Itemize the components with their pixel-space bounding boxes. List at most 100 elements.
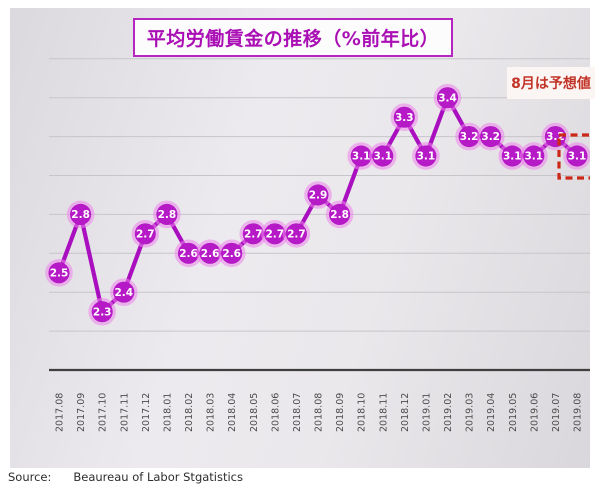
data-point-value: 2.7 [136, 228, 155, 240]
data-point-value: 3.1 [524, 151, 543, 163]
data-point-value: 2.7 [244, 228, 263, 240]
data-point [156, 203, 178, 225]
data-point-value: 2.8 [330, 209, 349, 221]
x-axis-label: 2017.11 [119, 393, 130, 432]
chart-title-box: 平均労働賃金の推移（%前年比） [133, 18, 453, 57]
data-point [393, 106, 415, 128]
data-point-value: 2.9 [309, 190, 328, 202]
x-axis-label: 2018.11 [378, 393, 389, 432]
data-point-halo [325, 200, 354, 229]
data-point [264, 223, 286, 245]
data-point [501, 145, 523, 167]
data-point-value: 2.6 [179, 248, 198, 260]
data-point [436, 87, 459, 109]
forecast-box [557, 133, 590, 180]
data-point-value: 2.3 [93, 306, 112, 318]
data-point-value: 2.6 [201, 248, 220, 260]
x-axis-label: 2018.03 [206, 393, 217, 432]
chart-panel: 2.5 2.8 2.3 2.4 2.7 2.8 2.6 2.6 2.6 2.7 2.7 2.7 2.9 2… [10, 8, 595, 468]
data-point-value: 2.6 [222, 248, 241, 260]
chart-title: 平均労働賃金の推移（%前年比） [146, 28, 440, 50]
forecast-note: 8月は予想値 [507, 67, 595, 99]
data-point-halo [304, 181, 332, 209]
source-row: Source: Beaureau of Labor Stgatistics [8, 470, 243, 484]
data-point [523, 145, 545, 167]
data-point [329, 203, 351, 225]
data-point [285, 223, 307, 245]
x-axis-label: 2019.08 [573, 393, 584, 432]
x-axis-label: 2017.08 [55, 393, 66, 432]
data-point-value: 3.1 [568, 151, 587, 163]
data-point [70, 203, 92, 225]
x-axis-label: 2018.06 [270, 393, 281, 432]
data-point-halo [541, 122, 570, 151]
data-point-value: 2.8 [158, 209, 177, 221]
forecast-note-text: 8月は予想値 [511, 76, 591, 92]
data-point-halo [476, 122, 505, 151]
x-axis-label: 2018.04 [227, 393, 238, 432]
data-point-halo [563, 142, 590, 170]
x-axis-label: 2018.09 [335, 393, 346, 432]
data-point [91, 301, 113, 323]
x-axis-label: 2018.08 [314, 393, 325, 432]
data-point-halo [282, 220, 311, 248]
data-point-value: 2.5 [50, 267, 69, 279]
data-point-value: 3.2 [460, 131, 479, 143]
x-axis-label: 2019.06 [529, 393, 540, 432]
x-axis-label: 2017.12 [141, 393, 152, 432]
data-point-halo [66, 200, 95, 229]
data-point [48, 262, 70, 284]
data-point [242, 223, 264, 245]
data-point [134, 223, 156, 245]
x-axis-label: 2019.01 [421, 393, 432, 432]
x-axis-label: 2018.02 [184, 393, 195, 432]
data-point [480, 126, 502, 148]
x-axis-label: 2017.09 [76, 393, 87, 432]
source-label: Source: [8, 470, 52, 484]
data-point-value: 3.2 [546, 131, 565, 143]
data-point [350, 145, 372, 167]
data-point-halo [412, 142, 440, 170]
data-point-halo [110, 278, 138, 307]
data-point-value: 3.1 [373, 151, 392, 163]
x-axis-label: 2018.05 [249, 393, 260, 432]
data-point-value: 2.7 [287, 228, 306, 240]
x-axis-label: 2019.03 [465, 393, 476, 432]
data-point-halo [131, 220, 160, 248]
x-axis-label: 2018.01 [162, 393, 173, 432]
data-point [113, 281, 135, 303]
x-axis-label: 2018.12 [400, 393, 411, 432]
wage-line-chart: 2.52.82.32.42.72.82.6 2.6 2.62.7 2.7 2.72.92… [45, 58, 590, 432]
data-point-value: 3.1 [417, 151, 436, 163]
x-axis-label: 2019.07 [551, 393, 562, 432]
x-axis-label: 2018.10 [357, 393, 368, 432]
data-point [177, 242, 200, 264]
data-point-value: 3.3 [395, 112, 414, 124]
data-point [199, 242, 221, 264]
x-axis-label: 2019.02 [443, 393, 454, 432]
data-point-value: 2.8 [71, 209, 90, 221]
x-axis-label: 2018.07 [292, 393, 303, 432]
data-point-halo [217, 239, 246, 268]
data-point [458, 126, 480, 148]
data-point [415, 145, 437, 167]
data-point-halo [433, 83, 462, 112]
data-point-halo [153, 200, 181, 229]
data-point-halo [369, 142, 397, 170]
x-axis-label: 2017.10 [98, 393, 109, 432]
source-text: Beaureau of Labor Stgatistics [73, 470, 243, 484]
data-point-value: 3.2 [481, 131, 500, 143]
data-point-halo [390, 103, 419, 131]
data-point-value: 3.4 [438, 92, 457, 104]
data-point-halo [45, 258, 73, 287]
data-point [566, 145, 588, 167]
data-point-value: 3.1 [503, 151, 522, 163]
data-point-value: 3.1 [352, 151, 371, 163]
data-point-value: 2.4 [114, 287, 133, 299]
data-point [307, 184, 329, 206]
data-point-value: 2.7 [265, 228, 284, 240]
x-axis-label: 2019.05 [508, 393, 519, 432]
data-point [221, 242, 243, 264]
data-point [372, 145, 394, 167]
